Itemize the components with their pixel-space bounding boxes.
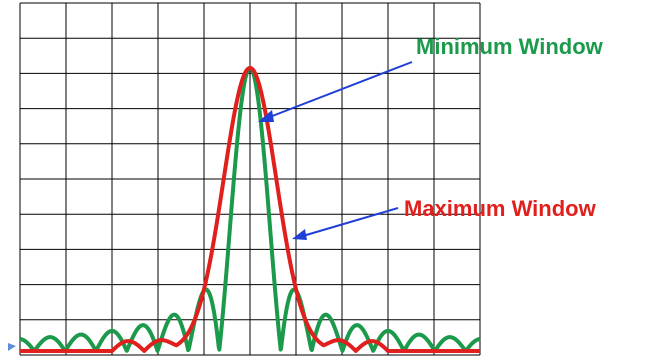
maximum-window-label: Maximum Window — [404, 196, 597, 221]
grid — [19, 2, 481, 356]
maximum-window-arrowhead — [292, 229, 307, 240]
maximum-window-arrow — [295, 207, 399, 239]
corner-marker — [8, 343, 16, 351]
minimum-window-arrow — [261, 61, 413, 121]
minimum-window-label: Minimum Window — [416, 34, 604, 59]
maximum-window-curve — [18, 66, 482, 353]
minimum-window-arrowhead — [258, 110, 274, 122]
